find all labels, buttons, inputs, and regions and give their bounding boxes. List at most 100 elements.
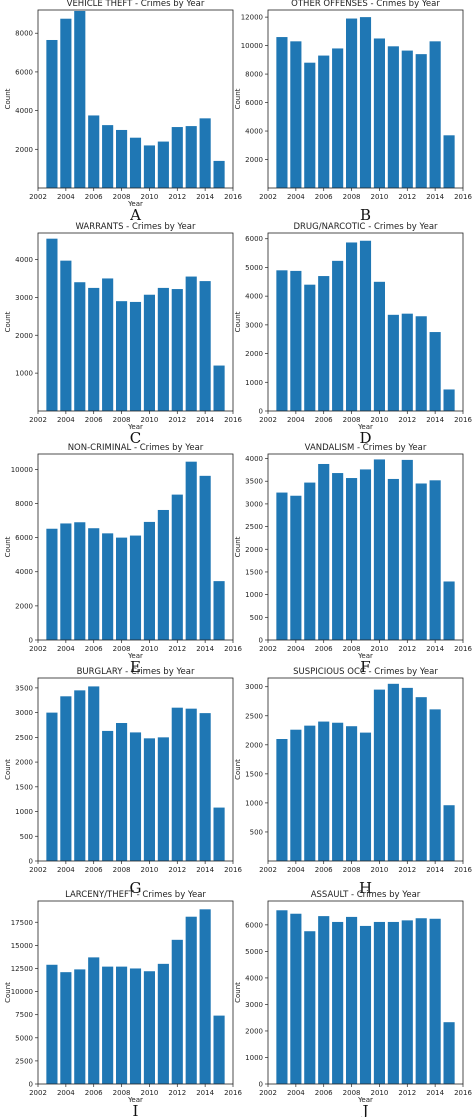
- y-tick-label: 1000: [245, 591, 263, 599]
- bar: [290, 41, 301, 188]
- x-tick-label: 2004: [57, 645, 75, 653]
- y-tick-label: 8000: [15, 30, 33, 38]
- y-tick-label: 7500: [15, 1011, 33, 1019]
- y-tick-label: 3000: [15, 709, 33, 717]
- panel-title: LARCENY/THEFT - Crimes by Year: [65, 890, 206, 900]
- panel-title: BURGLARY - Crimes by Year: [77, 667, 195, 677]
- bar: [430, 480, 441, 640]
- y-tick-label: 3000: [15, 294, 33, 302]
- bar: [360, 926, 371, 1084]
- bar: [430, 332, 441, 411]
- y-tick-label: 6000: [245, 235, 263, 243]
- bar: [290, 730, 301, 861]
- y-tick-label: 2500: [245, 523, 263, 531]
- y-axis-label: Count: [4, 536, 12, 557]
- panel-title: VEHICLE THEFT - Crimes by Year: [67, 0, 205, 9]
- y-tick-label: 5000: [245, 264, 263, 272]
- x-tick-label: 2006: [85, 1089, 103, 1097]
- x-tick-label: 2016: [454, 416, 472, 424]
- y-tick-label: 6000: [245, 99, 263, 107]
- y-tick-label: 12500: [11, 965, 33, 973]
- chart-panel-c: 2002 2004 2006 2008 2010 2012 2014 201610002000…: [4, 222, 242, 447]
- bar: [74, 522, 85, 640]
- y-tick-label: 10000: [11, 988, 33, 996]
- bar: [290, 271, 301, 411]
- bar: [360, 469, 371, 640]
- bar: [374, 459, 385, 640]
- bar: [46, 713, 57, 861]
- panel-title: NON-CRIMINAL - Crimes by Year: [68, 443, 204, 453]
- x-tick-label: 2002: [29, 1089, 47, 1097]
- x-tick-label: 2004: [287, 1089, 305, 1097]
- x-tick-label: 2014: [426, 193, 444, 201]
- y-tick-label: 3000: [245, 683, 263, 691]
- bar: [444, 805, 455, 861]
- y-tick-label: 2000: [15, 602, 33, 610]
- bar: [88, 686, 99, 861]
- bar: [374, 282, 385, 411]
- y-tick-label: 0: [29, 637, 33, 645]
- x-tick-label: 2010: [371, 645, 389, 653]
- y-tick-label: 3000: [245, 1001, 263, 1009]
- chart-panel-a: 2002 2004 2006 2008 2010 2012 2014 201620004000…: [4, 0, 242, 224]
- y-tick-label: 1500: [245, 568, 263, 576]
- chart-panel-f: 2002 2004 2006 2008 2010 2012 2014 201605001000…: [234, 443, 472, 676]
- y-tick-label: 2000: [245, 1027, 263, 1035]
- panel-letter: I: [133, 1102, 139, 1117]
- y-axis-label: Count: [4, 88, 12, 109]
- chart-panel-j: 2002 2004 2006 2008 2010 2012 2014 2016 0 1000 200…: [234, 890, 472, 1117]
- bar: [172, 289, 183, 411]
- x-tick-label: 2016: [454, 193, 472, 201]
- x-tick-label: 2004: [57, 193, 75, 201]
- x-tick-label: 2014: [426, 416, 444, 424]
- x-tick-label: 2010: [141, 645, 159, 653]
- bar: [290, 914, 301, 1084]
- y-tick-label: 2000: [15, 146, 33, 154]
- bar: [130, 302, 141, 411]
- bar: [318, 464, 329, 640]
- y-axis-label: Count: [4, 311, 12, 332]
- bar: [374, 922, 385, 1084]
- x-tick-label: 2014: [196, 1089, 214, 1097]
- bar: [102, 533, 113, 640]
- bar: [60, 696, 71, 861]
- x-tick-label: 2002: [29, 193, 47, 201]
- x-tick-label: 2010: [141, 193, 159, 201]
- bar: [388, 684, 399, 861]
- bar: [304, 726, 315, 861]
- bar: [200, 476, 211, 640]
- bar: [374, 38, 385, 188]
- y-tick-label: 1500: [15, 783, 33, 791]
- bar: [102, 278, 113, 411]
- bar: [444, 389, 455, 411]
- bar: [402, 460, 413, 640]
- bar: [74, 11, 85, 188]
- x-tick-label: 2004: [57, 416, 75, 424]
- bar: [200, 118, 211, 188]
- y-axis-label: Count: [234, 759, 242, 780]
- x-tick-label: 2002: [259, 866, 277, 874]
- x-tick-label: 2010: [371, 866, 389, 874]
- bar: [172, 127, 183, 188]
- x-tick-label: 2012: [398, 1089, 416, 1097]
- y-tick-label: 0: [29, 1081, 33, 1089]
- panel-title: VANDALISM - Crimes by Year: [305, 443, 427, 453]
- panel-title: SUSPICIOUS OCC - Crimes by Year: [293, 667, 438, 677]
- bar: [186, 126, 197, 188]
- x-tick-label: 2008: [343, 866, 361, 874]
- y-tick-label: 2000: [15, 759, 33, 767]
- bar: [74, 969, 85, 1084]
- bar: [46, 239, 57, 411]
- y-tick-label: 4000: [245, 455, 263, 463]
- bar: [130, 732, 141, 861]
- bar: [116, 538, 127, 640]
- x-tick-label: 2012: [168, 866, 186, 874]
- bar: [144, 295, 155, 411]
- x-tick-label: 2010: [371, 1089, 389, 1097]
- x-tick-label: 2010: [371, 193, 389, 201]
- y-tick-label: 6000: [15, 68, 33, 76]
- bar: [416, 918, 427, 1084]
- y-tick-label: 10000: [241, 42, 263, 50]
- bar: [444, 135, 455, 188]
- x-tick-label: 2012: [398, 866, 416, 874]
